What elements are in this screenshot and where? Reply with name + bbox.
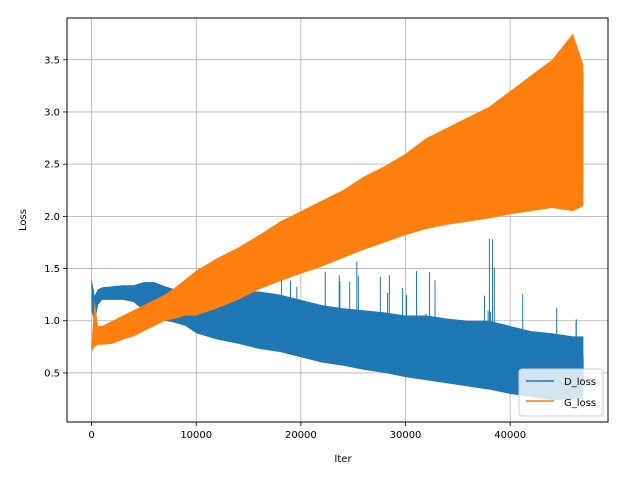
series-line-g-loss (91, 40, 584, 348)
x-tick-label: 10000 (180, 430, 212, 441)
y-tick-label: 0.5 (44, 368, 60, 379)
y-axis-label: Loss (18, 209, 29, 231)
x-axis-label: Iter (334, 454, 352, 465)
legend: D_loss G_loss (518, 368, 604, 417)
x-tick-label: 30000 (390, 430, 422, 441)
x-tick-label: 0 (88, 430, 94, 441)
x-axis-ticks: 0 10000 20000 30000 40000 (88, 422, 526, 441)
legend-label-d-loss: D_loss (564, 377, 596, 388)
series-band-g-loss (91, 33, 584, 353)
series-bands (91, 33, 584, 401)
x-tick-label: 20000 (285, 430, 317, 441)
y-tick-label: 1.0 (44, 316, 60, 327)
y-tick-label: 3.5 (44, 55, 60, 66)
legend-label-g-loss: G_loss (564, 398, 596, 409)
x-tick-label: 40000 (494, 430, 526, 441)
y-tick-label: 1.5 (44, 264, 60, 275)
y-axis-ticks: 0.5 1.0 1.5 2.0 2.5 3.0 3.5 (44, 55, 67, 379)
y-tick-label: 3.0 (44, 107, 60, 118)
y-tick-label: 2.5 (44, 160, 60, 171)
y-tick-label: 2.0 (44, 212, 60, 223)
plot-frame (66, 17, 609, 423)
